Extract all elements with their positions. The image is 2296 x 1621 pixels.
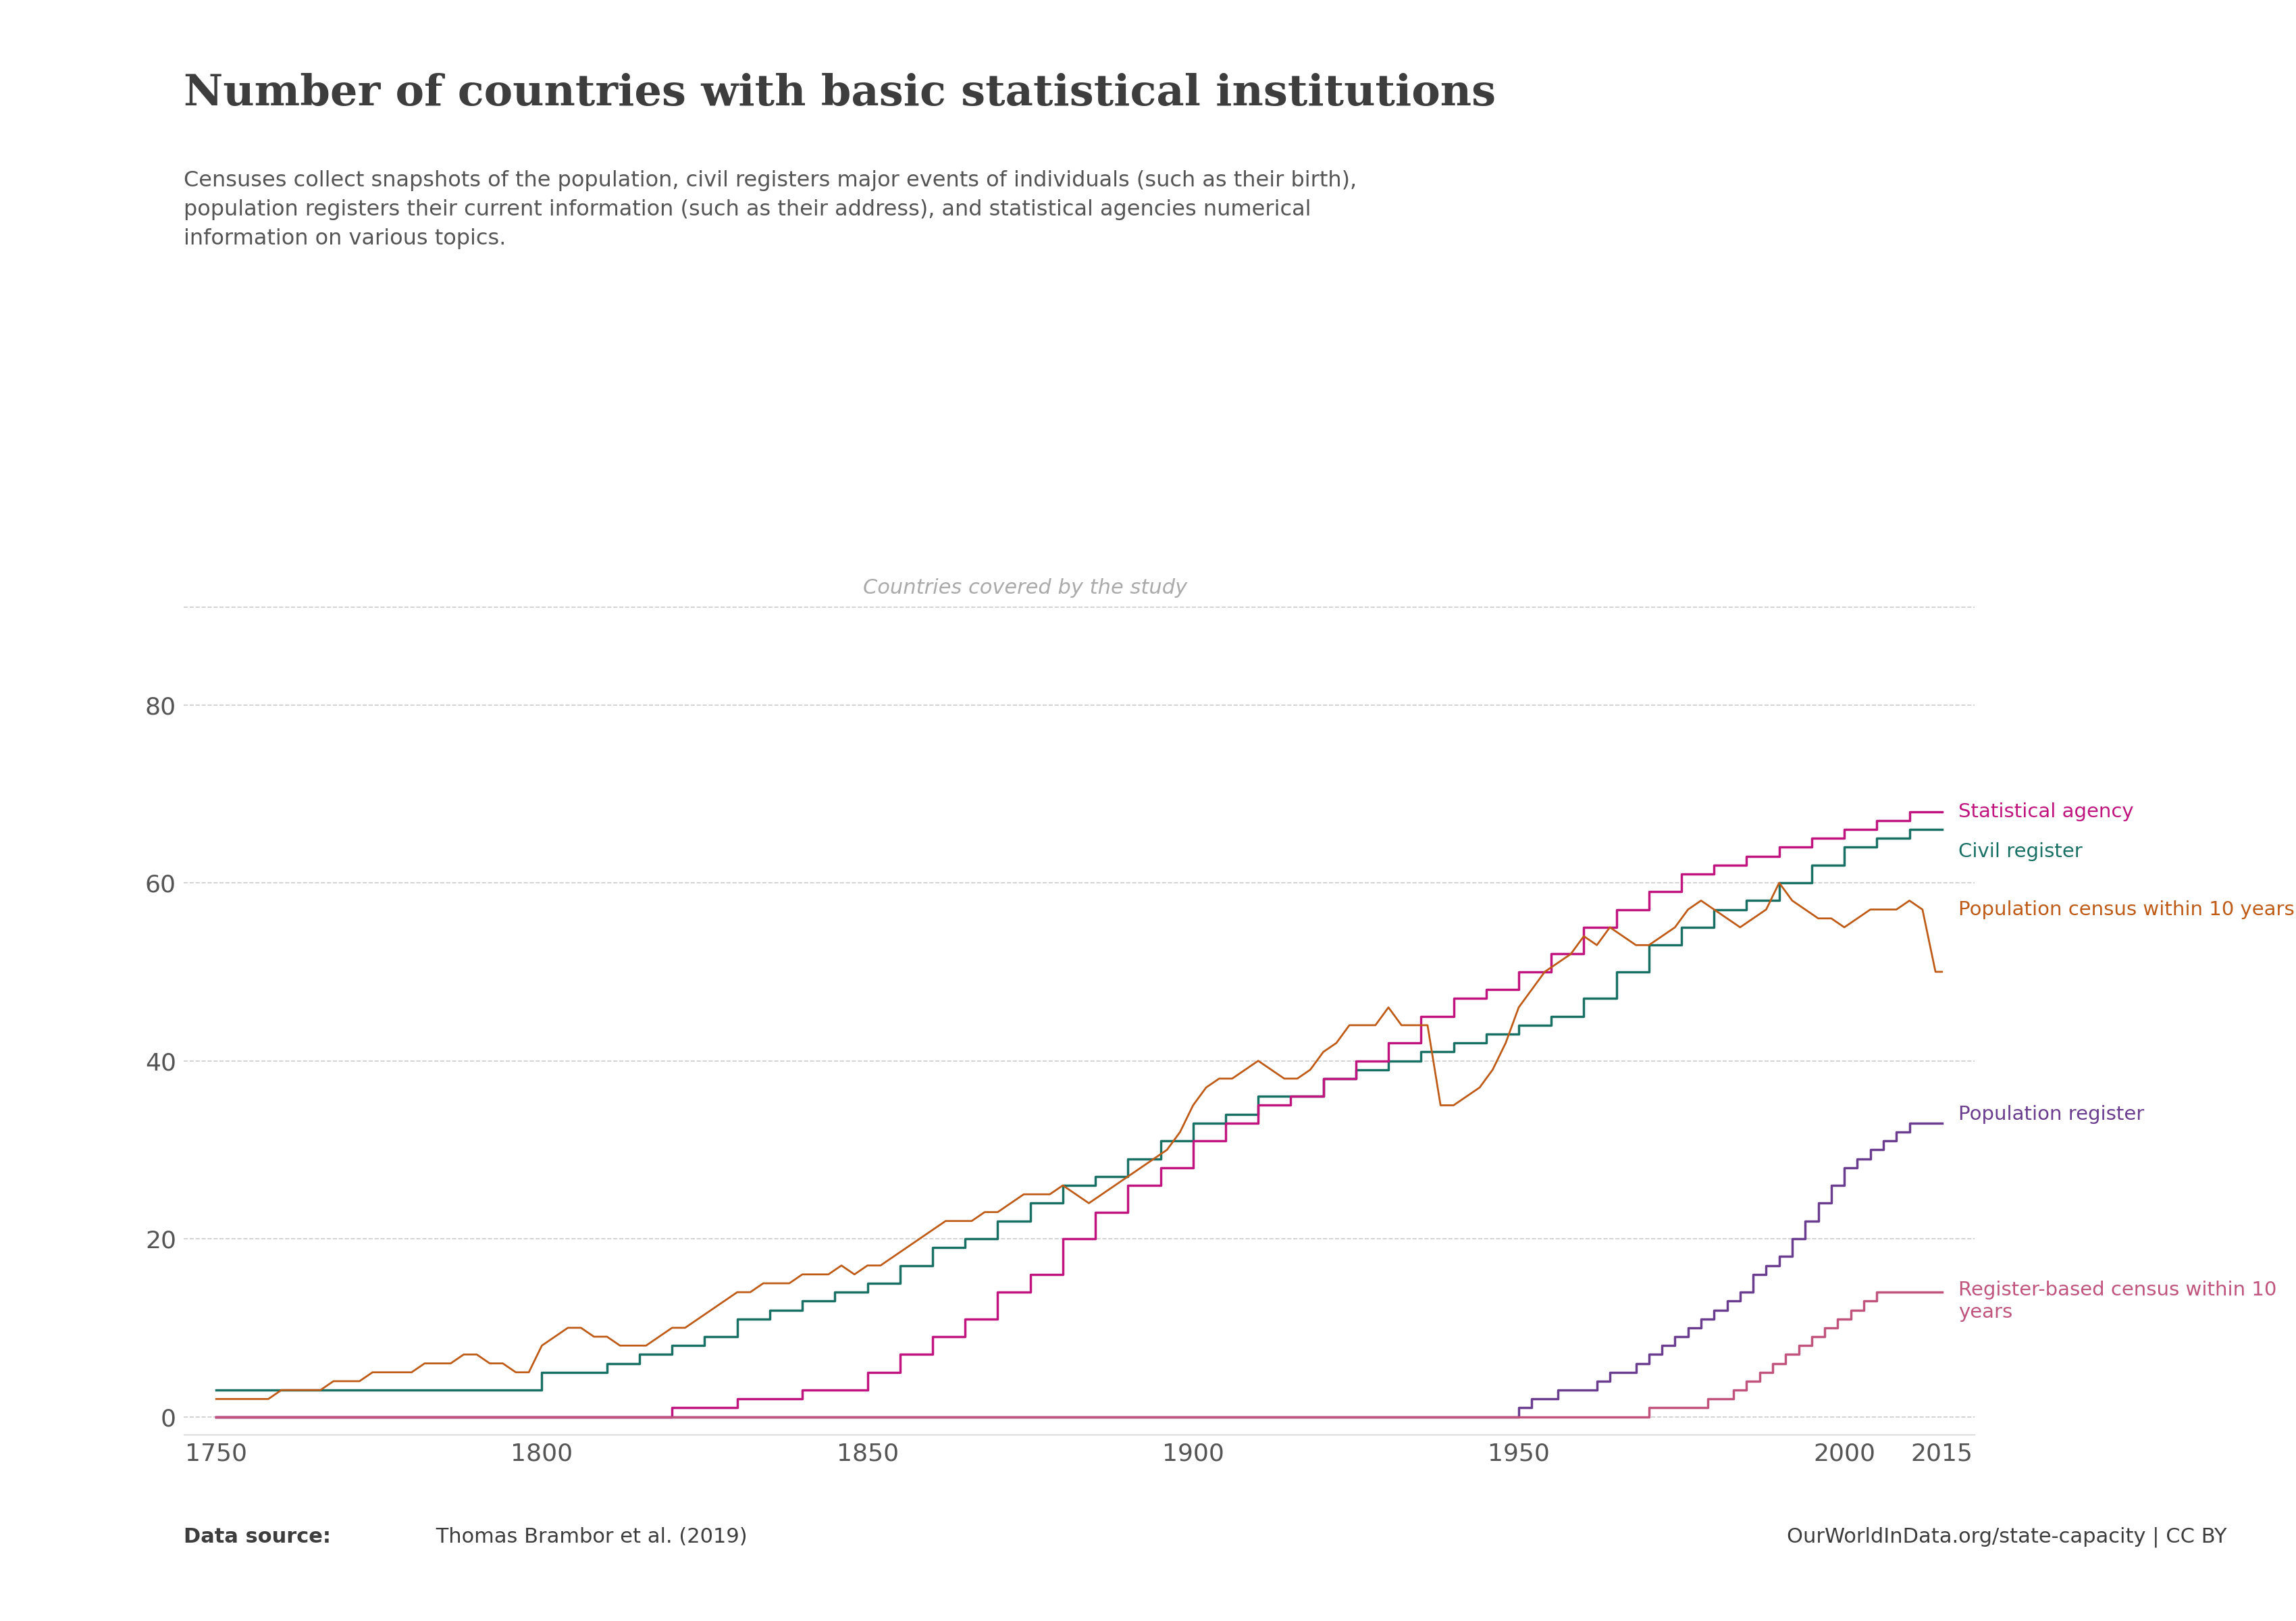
Text: Number of countries with basic statistical institutions: Number of countries with basic statistic… [184,73,1497,113]
Text: Population census within 10 years: Population census within 10 years [1958,900,2294,919]
Text: Register-based census within 10
years: Register-based census within 10 years [1958,1281,2278,1321]
Text: Our World
in Data: Our World in Data [2080,71,2197,115]
Text: Censuses collect snapshots of the population, civil registers major events of in: Censuses collect snapshots of the popula… [184,170,1357,250]
Text: Statistical agency: Statistical agency [1958,802,2133,822]
Text: Countries covered by the study: Countries covered by the study [863,579,1187,598]
Text: Civil register: Civil register [1958,843,2082,861]
Text: Data source:: Data source: [184,1527,331,1546]
Text: OurWorldInData.org/state-capacity | CC BY: OurWorldInData.org/state-capacity | CC B… [1786,1527,2227,1548]
Text: Population register: Population register [1958,1106,2144,1123]
Text: Thomas Brambor et al. (2019): Thomas Brambor et al. (2019) [429,1527,746,1546]
